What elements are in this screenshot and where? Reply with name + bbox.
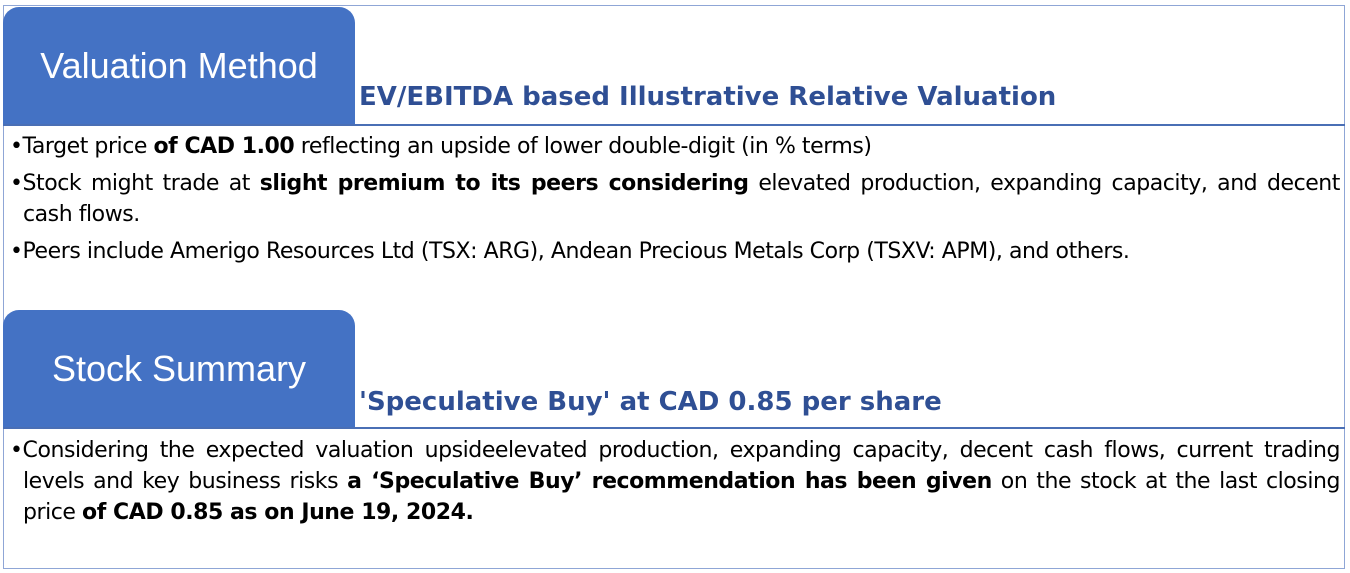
summary-bullet-list: •Considering the expected valuation upsi… bbox=[10, 435, 1340, 534]
stock-summary-tab: Stock Summary bbox=[3, 310, 355, 428]
content-frame bbox=[3, 5, 1345, 569]
bullet-text: reflecting an upside of lower double-dig… bbox=[294, 134, 872, 159]
bullet-text: on the stock at the last closing price bbox=[23, 469, 1340, 525]
bullet-text: •Peers include Amerigo Resources Ltd (TS… bbox=[10, 239, 1130, 264]
summary-bullet-recommendation: •Considering the expected valuation upsi… bbox=[10, 435, 1340, 528]
valuation-bullet-peers: •Peers include Amerigo Resources Ltd (TS… bbox=[10, 236, 1340, 267]
summary-subtitle: 'Speculative Buy' at CAD 0.85 per share bbox=[359, 387, 942, 417]
bullet-bold-text: slight premium to its peers considering bbox=[259, 171, 749, 196]
valuation-method-tab: Valuation Method bbox=[3, 7, 355, 125]
bullet-bold-text: a ‘Speculative Buy’ recommendation has b… bbox=[347, 469, 992, 494]
bullet-text: elevated production, expanding capacity,… bbox=[23, 171, 1340, 227]
bullet-text: •Target price bbox=[10, 134, 154, 159]
valuation-divider bbox=[3, 124, 1345, 126]
bullet-bold-text: of CAD 1.00 bbox=[153, 134, 295, 159]
valuation-bullet-target-price: •Target price of CAD 1.00 reflecting an … bbox=[10, 131, 1340, 162]
bullet-bold-text: of CAD 0.85 as on June 19, 2024. bbox=[82, 500, 474, 525]
bullet-text: •Stock might trade at bbox=[10, 171, 260, 196]
valuation-bullet-premium: •Stock might trade at slight premium to … bbox=[10, 168, 1340, 230]
valuation-method-label: Valuation Method bbox=[40, 45, 318, 86]
stock-summary-label: Stock Summary bbox=[51, 348, 307, 389]
bullet-text: •Considering the expected valuation upsi… bbox=[10, 438, 1340, 494]
valuation-subtitle: EV/EBITDA based Illustrative Relative Va… bbox=[359, 82, 1057, 112]
valuation-bullet-list: •Target price of CAD 1.00 reflecting an … bbox=[10, 131, 1340, 273]
summary-divider bbox=[3, 427, 1345, 429]
